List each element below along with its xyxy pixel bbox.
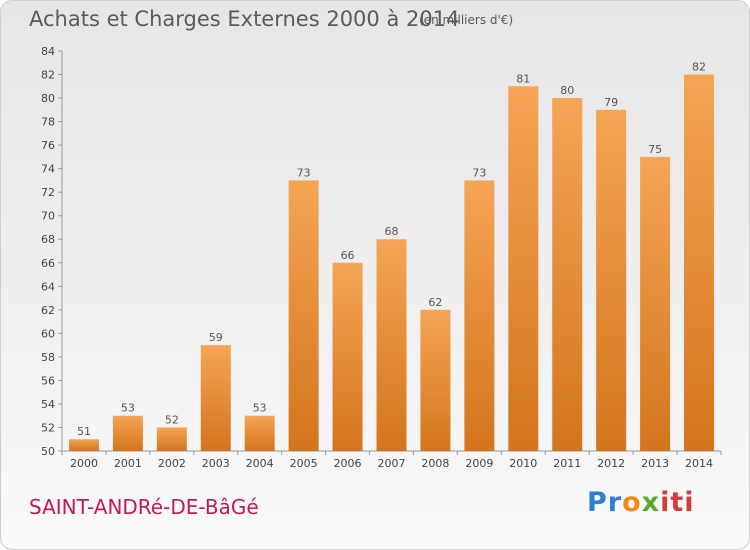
y-tick-label: 74: [41, 163, 55, 176]
data-label: 51: [77, 425, 91, 438]
chart-title: Achats et Charges Externes 2000 à 2014: [29, 7, 460, 31]
logo-part-1: Pr: [587, 487, 623, 518]
x-tick-label: 2003: [202, 457, 230, 470]
data-label: 80: [560, 84, 574, 97]
y-tick-label: 82: [41, 69, 55, 82]
x-tick-label: 2006: [334, 457, 362, 470]
y-tick-label: 50: [41, 445, 55, 458]
bar: [376, 239, 407, 451]
data-label: 53: [253, 402, 267, 415]
y-tick-label: 58: [41, 351, 55, 364]
data-label: 59: [209, 331, 223, 344]
data-label: 52: [165, 413, 179, 426]
x-tick-label: 2009: [465, 457, 493, 470]
bar: [156, 427, 187, 451]
bar: [200, 345, 231, 451]
y-tick-label: 80: [41, 92, 55, 105]
y-tick-label: 68: [41, 233, 55, 246]
y-tick-label: 62: [41, 304, 55, 317]
data-label: 81: [516, 72, 530, 85]
y-tick-label: 64: [41, 280, 55, 293]
bar: [596, 109, 627, 451]
x-tick-label: 2004: [246, 457, 274, 470]
data-label: 62: [428, 296, 442, 309]
data-label: 68: [385, 225, 399, 238]
commune-name: SAINT-ANDRé-DE-BâGé: [29, 495, 259, 519]
y-tick-label: 70: [41, 210, 55, 223]
x-tick-label: 2005: [290, 457, 318, 470]
y-tick-label: 52: [41, 421, 55, 434]
y-tick-label: 60: [41, 327, 55, 340]
y-tick-label: 56: [41, 374, 55, 387]
bar: [640, 156, 671, 451]
bar: [288, 180, 319, 452]
x-tick-label: 2010: [509, 457, 537, 470]
x-tick-label: 2008: [421, 457, 449, 470]
bar: [420, 309, 451, 451]
bar: [684, 74, 715, 451]
y-tick-label: 78: [41, 116, 55, 129]
chart-subtitle: (en milliers d'€): [419, 13, 514, 27]
y-tick-label: 76: [41, 139, 55, 152]
logo-part-2: o: [622, 487, 642, 518]
y-tick-label: 84: [41, 45, 55, 58]
x-tick-label: 2001: [114, 457, 142, 470]
x-tick-label: 2014: [685, 457, 713, 470]
logo-part-4: iti: [660, 487, 695, 518]
x-tick-label: 2013: [641, 457, 669, 470]
data-label: 82: [692, 61, 706, 74]
data-label: 79: [604, 96, 618, 109]
data-label: 53: [121, 402, 135, 415]
data-label: 66: [341, 249, 355, 262]
x-tick-label: 2000: [70, 457, 98, 470]
bar: [552, 98, 583, 451]
y-tick-label: 54: [41, 398, 55, 411]
data-label: 73: [472, 166, 486, 179]
bar: [508, 86, 539, 451]
bar: [464, 180, 495, 452]
y-tick-label: 72: [41, 186, 55, 199]
logo-part-3: x: [641, 487, 661, 518]
bar: [68, 439, 99, 451]
proxiti-logo: Proxiti: [587, 487, 695, 518]
bar: [112, 415, 143, 451]
y-tick-label: 66: [41, 257, 55, 270]
data-label: 73: [297, 166, 311, 179]
x-tick-label: 2011: [553, 457, 581, 470]
x-tick-label: 2012: [597, 457, 625, 470]
bar: [244, 415, 275, 451]
bar: [332, 262, 363, 451]
data-label: 75: [648, 143, 662, 156]
x-tick-label: 2002: [158, 457, 186, 470]
x-tick-label: 2007: [378, 457, 406, 470]
